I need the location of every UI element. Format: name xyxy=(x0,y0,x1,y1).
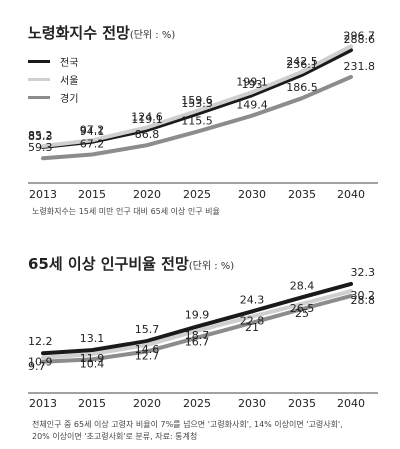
x-tick-label-0-6: 2040 xyxy=(337,188,365,201)
data-label-0-1-2: 124.6 xyxy=(131,110,163,123)
series-line-1-2 xyxy=(41,293,353,364)
data-label-0-0-5: 236.1 xyxy=(286,58,318,71)
data-label-1-0-2: 15.7 xyxy=(135,323,160,336)
data-label-1-2-0: 9.7 xyxy=(28,360,46,373)
data-label-1-2-3: 16.7 xyxy=(185,336,210,349)
data-label-0-2-1: 67.2 xyxy=(80,138,105,151)
data-label-0-0-6: 288.6 xyxy=(344,33,376,46)
legend-item-gyeonggi: 경기 xyxy=(28,88,78,106)
x-tick-label-1-0: 2013 xyxy=(29,397,57,410)
data-label-1-1-5: 26.5 xyxy=(290,302,315,315)
aging-index-legend: 전국 서울 경기 xyxy=(28,52,78,106)
series-line-1-0 xyxy=(41,281,353,356)
data-label-0-2-5: 186.5 xyxy=(286,81,318,94)
aging-index-panel: 노령화지수 전망(단위 : %) 전국 서울 경기 노령화지수는 15세 미만 … xyxy=(28,24,220,216)
elderly-ratio-panel: 65세 이상 인구비율 전망(단위 : %) 전체인구 중 65세 이상 고령자… xyxy=(0,225,400,449)
data-label-1-0-1: 13.1 xyxy=(80,332,105,345)
data-label-0-1-5: 242.5 xyxy=(286,55,318,68)
legend-label-seoul: 서울 xyxy=(60,75,79,87)
legend-swatch-seoul xyxy=(28,77,50,81)
legend-item-national: 전국 xyxy=(28,52,78,70)
x-tick-label-1-4: 2030 xyxy=(238,397,266,410)
data-label-0-1-0: 85.2 xyxy=(28,129,53,142)
data-label-1-0-0: 12.2 xyxy=(28,335,53,348)
elderly-ratio-unit: (단위 : %) xyxy=(188,261,235,272)
x-tick-label-1-5: 2035 xyxy=(288,397,316,410)
data-label-1-0-3: 19.9 xyxy=(185,309,210,322)
data-label-0-2-3: 115.5 xyxy=(181,115,213,128)
data-label-0-2-6: 231.8 xyxy=(344,60,376,73)
data-label-0-1-4: 199.1 xyxy=(236,75,268,88)
data-label-0-0-4: 193 xyxy=(242,78,263,91)
legend-label-national: 전국 xyxy=(60,57,79,69)
x-tick-label-1-1: 2015 xyxy=(78,397,106,410)
data-label-1-1-1: 11.9 xyxy=(80,352,105,365)
data-label-1-2-6: 28.8 xyxy=(351,294,376,307)
aging-index-note: 노령화지수는 15세 미만 인구 대비 65세 이상 인구 비율 xyxy=(32,207,220,216)
elderly-ratio-note-line1: 전체인구 중 65세 이상 고령자 비율이 7%를 넘으면 '고령화사회', 1… xyxy=(32,420,343,429)
x-tick-label-0-1: 2015 xyxy=(78,188,106,201)
data-label-1-2-4: 21 xyxy=(245,321,259,334)
data-label-0-1-6: 296.7 xyxy=(344,29,376,42)
elderly-ratio-note-line2: 20% 이상이면 '초고령사회'로 분류, 자료: 통계청 xyxy=(32,432,198,441)
data-label-1-0-6: 32.3 xyxy=(351,266,376,279)
data-label-1-1-0: 10.9 xyxy=(28,356,53,369)
legend-label-gyeonggi: 경기 xyxy=(60,93,79,105)
data-label-1-0-5: 28.4 xyxy=(290,279,315,292)
series-line-1-1 xyxy=(41,289,353,360)
x-tick-label-0-5: 2035 xyxy=(288,188,316,201)
data-label-1-1-3: 18.7 xyxy=(185,329,210,342)
data-label-0-0-0: 83.3 xyxy=(28,130,53,143)
data-label-1-1-4: 22.8 xyxy=(240,315,265,328)
data-label-0-0-1: 94.1 xyxy=(80,125,105,138)
data-label-0-2-2: 86.8 xyxy=(135,128,160,141)
data-label-0-1-3: 159.6 xyxy=(181,94,213,107)
legend-swatch-gyeonggi xyxy=(28,95,50,99)
elderly-ratio-note: 전체인구 중 65세 이상 고령자 비율이 7%를 넘으면 '고령화사회', 1… xyxy=(32,419,343,443)
x-tick-label-1-3: 2025 xyxy=(183,397,211,410)
x-tick-label-1-6: 2040 xyxy=(337,397,365,410)
x-tick-label-1-2: 2020 xyxy=(133,397,161,410)
data-label-1-1-2: 14.6 xyxy=(135,343,160,356)
x-tick-label-0-2: 2020 xyxy=(133,188,161,201)
series-line-0-1 xyxy=(41,44,353,148)
data-label-0-2-4: 149.4 xyxy=(236,99,268,112)
legend-swatch-national xyxy=(28,59,50,63)
data-label-0-0-3: 153.3 xyxy=(181,97,213,110)
aging-index-title: 노령화지수 전망(단위 : %) xyxy=(28,24,176,42)
elderly-ratio-title: 65세 이상 인구비율 전망(단위 : %) xyxy=(28,255,235,273)
series-line-0-2 xyxy=(41,74,353,161)
data-label-0-1-1: 97.2 xyxy=(80,123,105,136)
data-label-1-0-4: 24.3 xyxy=(240,293,265,306)
data-label-1-1-6: 30.2 xyxy=(351,289,376,302)
x-tick-label-0-3: 2025 xyxy=(183,188,211,201)
data-label-0-0-2: 119.1 xyxy=(131,113,163,126)
legend-item-seoul: 서울 xyxy=(28,70,78,88)
x-tick-label-0-0: 2013 xyxy=(29,188,57,201)
data-label-0-2-0: 59.3 xyxy=(28,141,53,154)
aging-index-unit: (단위 : %) xyxy=(129,30,176,41)
data-label-1-2-1: 10.4 xyxy=(80,357,105,370)
x-tick-label-0-4: 2030 xyxy=(238,188,266,201)
data-label-1-2-5: 25 xyxy=(295,307,309,320)
data-label-1-2-2: 12.7 xyxy=(135,349,160,362)
